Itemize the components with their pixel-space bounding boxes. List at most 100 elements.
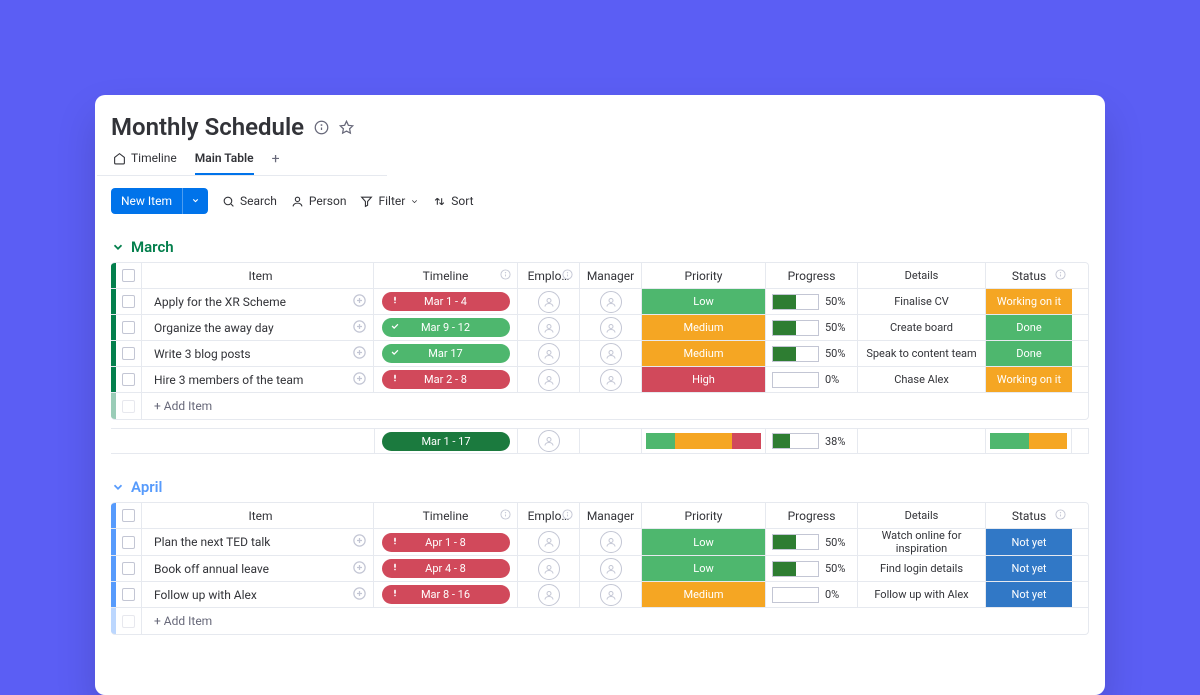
col-progress[interactable]: Progress [766, 263, 858, 288]
add-item-label[interactable]: + Add Item [142, 608, 1088, 634]
tab-timeline[interactable]: Timeline [113, 151, 177, 175]
col-manager[interactable]: Manager [580, 263, 642, 288]
row-checkbox[interactable] [116, 289, 142, 314]
col-employee[interactable]: Emplo… [518, 503, 580, 528]
col-timeline[interactable]: Timeline [374, 263, 518, 288]
timeline-cell[interactable]: Apr 1 - 8 [374, 529, 518, 555]
manager-cell[interactable] [580, 529, 642, 555]
employee-cell[interactable] [518, 341, 580, 366]
col-status[interactable]: Status [986, 503, 1072, 528]
priority-cell[interactable]: Medium [642, 341, 766, 366]
col-status[interactable]: Status [986, 263, 1072, 288]
priority-cell[interactable]: Medium [642, 582, 766, 607]
status-cell[interactable]: Not yet [986, 556, 1072, 581]
filter-button[interactable]: Filter [360, 194, 419, 208]
add-item-label[interactable]: + Add Item [142, 393, 1088, 419]
select-all-checkbox[interactable] [116, 263, 142, 288]
timeline-cell[interactable]: Mar 9 - 12 [374, 315, 518, 340]
employee-cell[interactable] [518, 315, 580, 340]
table-row[interactable]: Apply for the XR SchemeMar 1 - 4Low50%Fi… [111, 289, 1088, 315]
new-item-button[interactable]: New Item [111, 188, 208, 214]
details-cell[interactable]: Follow up with Alex [858, 582, 986, 607]
status-cell[interactable]: Working on it [986, 289, 1072, 314]
add-subitem-icon[interactable] [352, 533, 367, 551]
group-header[interactable]: March [111, 238, 1089, 256]
search-button[interactable]: Search [222, 194, 277, 208]
person-button[interactable]: Person [291, 194, 347, 208]
priority-cell[interactable]: Low [642, 289, 766, 314]
timeline-cell[interactable]: Mar 1 - 4 [374, 289, 518, 314]
col-priority[interactable]: Priority [642, 503, 766, 528]
manager-cell[interactable] [580, 367, 642, 392]
table-row[interactable]: Organize the away dayMar 9 - 12 Medium50%… [111, 315, 1088, 341]
details-cell[interactable]: Chase Alex [858, 367, 986, 392]
table-row[interactable]: Plan the next TED talkApr 1 - 8Low50%Wat… [111, 529, 1088, 556]
progress-cell[interactable]: 50% [766, 315, 858, 340]
employee-cell[interactable] [518, 529, 580, 555]
add-tab-button[interactable]: + [272, 151, 280, 175]
select-all-checkbox[interactable] [116, 503, 142, 528]
row-checkbox[interactable] [116, 315, 142, 340]
employee-cell[interactable] [518, 556, 580, 581]
table-row[interactable]: Book off annual leaveApr 4 - 8Low50%Find… [111, 556, 1088, 582]
employee-cell[interactable] [518, 582, 580, 607]
add-subitem-icon[interactable] [352, 293, 367, 311]
progress-cell[interactable]: 50% [766, 341, 858, 366]
timeline-cell[interactable]: Apr 4 - 8 [374, 556, 518, 581]
manager-cell[interactable] [580, 582, 642, 607]
status-cell[interactable]: Not yet [986, 529, 1072, 555]
col-item[interactable]: Item [142, 503, 374, 528]
status-cell[interactable]: Working on it [986, 367, 1072, 392]
add-item-row[interactable]: + Add Item [111, 393, 1088, 419]
table-row[interactable]: Hire 3 members of the teamMar 2 - 8High0… [111, 367, 1088, 393]
add-subitem-icon[interactable] [352, 319, 367, 337]
col-progress[interactable]: Progress [766, 503, 858, 528]
add-subitem-icon[interactable] [352, 586, 367, 604]
priority-cell[interactable]: Low [642, 529, 766, 555]
chevron-down-icon[interactable] [182, 188, 208, 214]
employee-cell[interactable] [518, 289, 580, 314]
add-subitem-icon[interactable] [352, 345, 367, 363]
priority-cell[interactable]: High [642, 367, 766, 392]
manager-cell[interactable] [580, 556, 642, 581]
item-name-cell[interactable]: Write 3 blog posts [142, 341, 374, 366]
progress-cell[interactable]: 0% [766, 582, 858, 607]
row-checkbox[interactable] [116, 556, 142, 581]
row-checkbox[interactable] [116, 582, 142, 607]
details-cell[interactable]: Speak to content team [858, 341, 986, 366]
priority-cell[interactable]: Medium [642, 315, 766, 340]
table-row[interactable]: Write 3 blog postsMar 17 Medium50%Speak t… [111, 341, 1088, 367]
manager-cell[interactable] [580, 315, 642, 340]
status-cell[interactable]: Done [986, 315, 1072, 340]
add-subitem-icon[interactable] [352, 560, 367, 578]
col-priority[interactable]: Priority [642, 263, 766, 288]
table-row[interactable]: Follow up with AlexMar 8 - 16Medium0%Fol… [111, 582, 1088, 608]
manager-cell[interactable] [580, 289, 642, 314]
group-header[interactable]: April [111, 478, 1089, 496]
priority-cell[interactable]: Low [642, 556, 766, 581]
col-manager[interactable]: Manager [580, 503, 642, 528]
item-name-cell[interactable]: Organize the away day [142, 315, 374, 340]
details-cell[interactable]: Finalise CV [858, 289, 986, 314]
row-checkbox[interactable] [116, 367, 142, 392]
sort-button[interactable]: Sort [433, 194, 473, 208]
col-details[interactable]: Details [858, 263, 986, 288]
details-cell[interactable]: Watch online for inspiration [858, 529, 986, 555]
status-cell[interactable]: Done [986, 341, 1072, 366]
item-name-cell[interactable]: Apply for the XR Scheme [142, 289, 374, 314]
add-item-row[interactable]: + Add Item [111, 608, 1088, 634]
progress-cell[interactable]: 0% [766, 367, 858, 392]
row-checkbox[interactable] [116, 341, 142, 366]
timeline-cell[interactable]: Mar 8 - 16 [374, 582, 518, 607]
manager-cell[interactable] [580, 341, 642, 366]
add-subitem-icon[interactable] [352, 371, 367, 389]
timeline-cell[interactable]: Mar 17 [374, 341, 518, 366]
col-employee[interactable]: Emplo… [518, 263, 580, 288]
star-icon[interactable] [339, 120, 354, 135]
timeline-cell[interactable]: Mar 2 - 8 [374, 367, 518, 392]
col-details[interactable]: Details [858, 503, 986, 528]
info-icon[interactable] [314, 120, 329, 135]
row-checkbox[interactable] [116, 529, 142, 555]
details-cell[interactable]: Find login details [858, 556, 986, 581]
details-cell[interactable]: Create board [858, 315, 986, 340]
